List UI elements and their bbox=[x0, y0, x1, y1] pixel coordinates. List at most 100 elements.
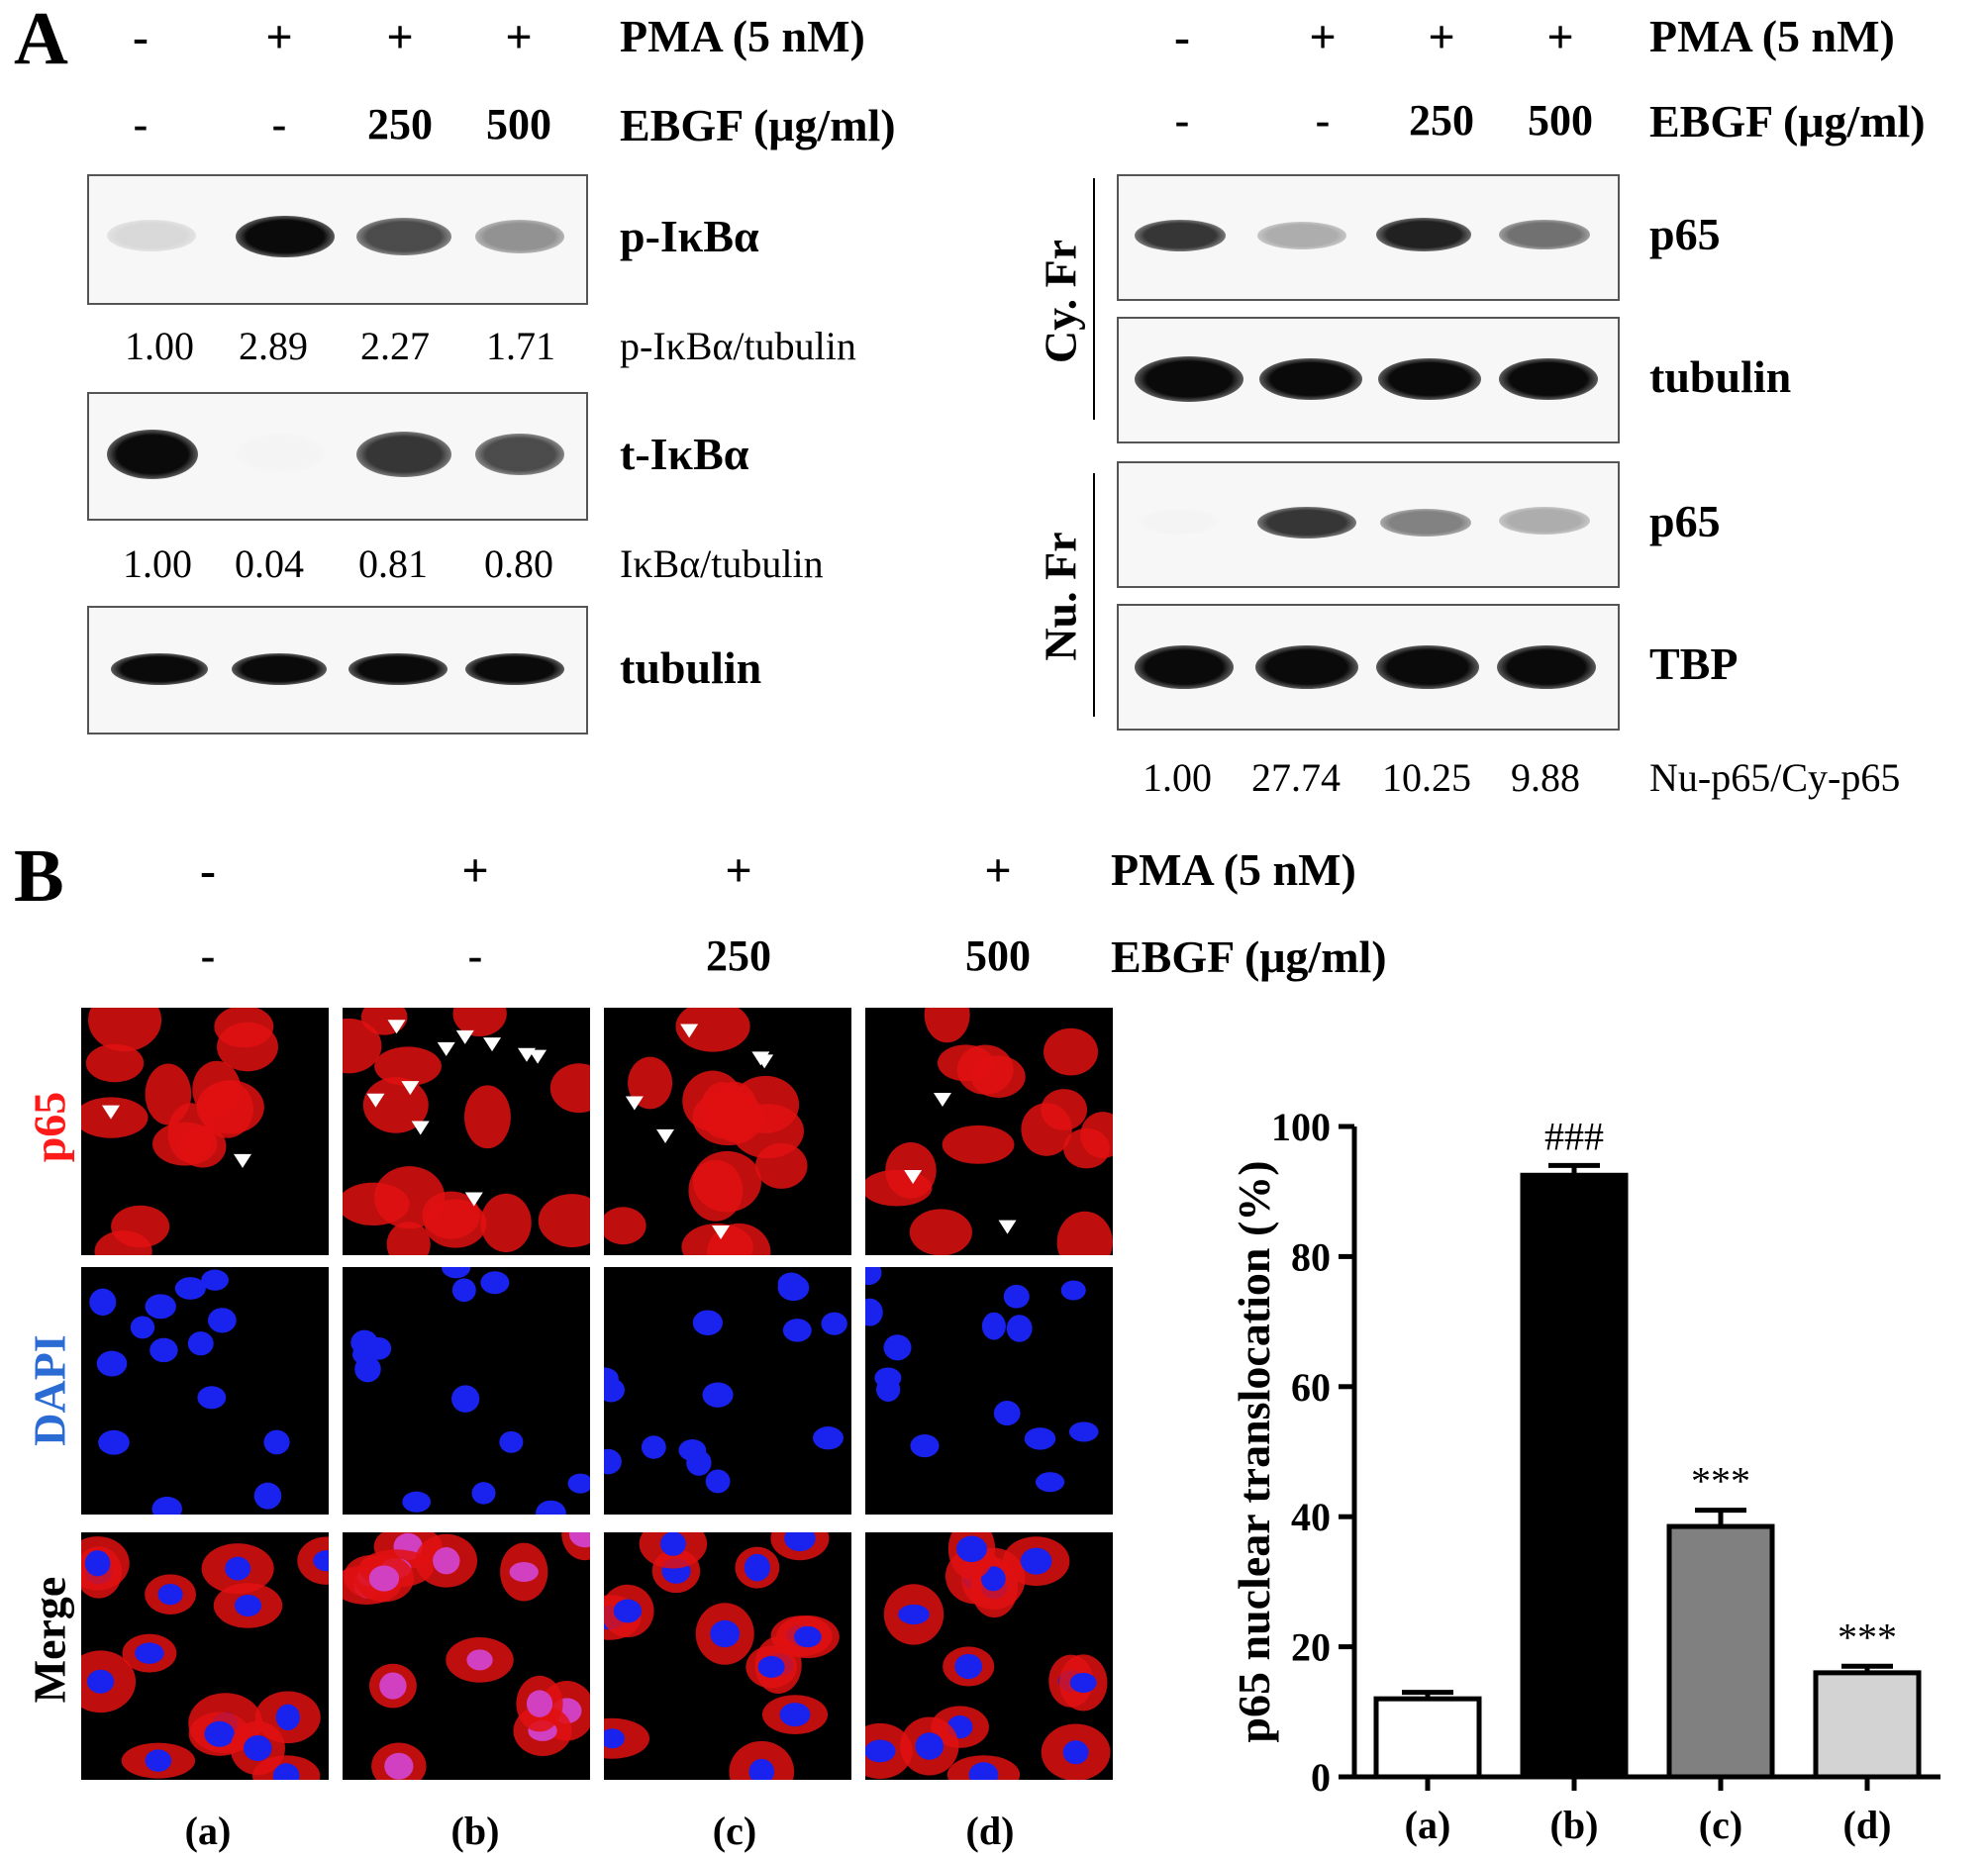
cell-cytoplasm bbox=[217, 1022, 278, 1072]
arrowhead-marker bbox=[387, 1020, 406, 1034]
cell-nucleus bbox=[613, 1599, 643, 1623]
ebgf-dose: - bbox=[1315, 96, 1331, 145]
cell-nucleus bbox=[821, 1312, 847, 1335]
cell-cytoplasm bbox=[604, 1717, 650, 1759]
cell-nucleus bbox=[145, 1749, 172, 1772]
cell-nucleus bbox=[604, 1378, 626, 1403]
cell-nucleus bbox=[402, 1491, 432, 1513]
significance-label: ### bbox=[1544, 1114, 1604, 1158]
arrowhead-marker bbox=[933, 1093, 951, 1108]
cell-nucleus bbox=[1060, 1280, 1086, 1301]
cell-nucleus bbox=[201, 1269, 229, 1291]
ebgf-dose: - bbox=[271, 100, 287, 148]
ratio-value: 0.04 bbox=[235, 541, 304, 586]
micrograph bbox=[81, 1008, 329, 1255]
cell-cytoplasm bbox=[464, 1085, 511, 1149]
arrowhead-marker bbox=[233, 1153, 251, 1168]
micrograph bbox=[81, 1532, 329, 1780]
band bbox=[1257, 222, 1346, 249]
cell-nucleus bbox=[313, 1550, 329, 1572]
cell-nucleus bbox=[567, 1473, 590, 1494]
ebgf-dose: 500 bbox=[486, 100, 551, 148]
significance-label: *** bbox=[1838, 1615, 1897, 1659]
cell-cytoplasm bbox=[924, 1008, 970, 1043]
ratio-value: 2.27 bbox=[360, 324, 430, 368]
cell-nucleus bbox=[244, 1735, 272, 1762]
y-tick-label: 40 bbox=[1291, 1495, 1331, 1539]
cell-nucleus bbox=[98, 1429, 130, 1455]
cell-nucleus bbox=[705, 1469, 731, 1494]
bar bbox=[1520, 1172, 1629, 1780]
cell-nucleus bbox=[442, 1267, 471, 1279]
blot-label: tubulin bbox=[620, 642, 762, 693]
ebgf-dose: - bbox=[200, 931, 216, 980]
arrowhead-marker bbox=[483, 1037, 502, 1052]
arrowhead-marker bbox=[366, 1093, 385, 1108]
band bbox=[1376, 645, 1479, 689]
cell-cytoplasm bbox=[628, 1056, 673, 1110]
pma-label: PMA (5 nM) bbox=[1111, 844, 1356, 895]
row-label-p65: p65 bbox=[24, 1091, 75, 1163]
pma-sign: + bbox=[1428, 11, 1455, 63]
ratio-value: 27.74 bbox=[1251, 755, 1341, 800]
blot-label: p65 bbox=[1649, 209, 1721, 259]
cell-nucleus bbox=[779, 1703, 811, 1727]
cell-nucleus bbox=[955, 1535, 987, 1563]
blot-label: TBP bbox=[1649, 638, 1739, 689]
micrograph bbox=[604, 1267, 851, 1515]
x-tick-label: (a) bbox=[1405, 1803, 1451, 1847]
cell-nucleus bbox=[710, 1619, 741, 1648]
ratio-value: 1.71 bbox=[486, 324, 555, 368]
cell-nucleus bbox=[187, 1331, 214, 1356]
ebgf-label: EBGF (μg/ml) bbox=[620, 100, 896, 150]
y-axis-label: p65 nuclear translocation (%) bbox=[1229, 1160, 1279, 1742]
cell-nucleus bbox=[509, 1562, 539, 1583]
cell-nucleus bbox=[379, 1672, 407, 1700]
y-tick-label: 20 bbox=[1291, 1625, 1331, 1670]
micrograph bbox=[343, 1008, 590, 1255]
band bbox=[1499, 220, 1590, 249]
cell-cytoplasm bbox=[538, 1194, 590, 1248]
micrograph bbox=[604, 1532, 851, 1780]
cell-nucleus bbox=[954, 1653, 983, 1680]
micrograph-cells bbox=[865, 1008, 1113, 1255]
ratio-value: 1.00 bbox=[1143, 755, 1212, 800]
micrograph-cells bbox=[604, 1532, 840, 1780]
arrowhead-marker bbox=[518, 1047, 537, 1062]
ratio-value: 0.80 bbox=[484, 541, 553, 586]
ebgf-label: EBGF (μg/ml) bbox=[1111, 931, 1387, 982]
row-label-dapi: DAPI bbox=[24, 1334, 75, 1446]
ratio-value: 9.88 bbox=[1511, 755, 1580, 800]
cell-nucleus bbox=[433, 1547, 460, 1575]
pma-sign: + bbox=[505, 11, 533, 63]
cell-nucleus bbox=[263, 1429, 290, 1455]
cell-nucleus bbox=[275, 1704, 300, 1730]
pma-sign: - bbox=[1174, 11, 1190, 63]
cell-cytoplasm bbox=[549, 1063, 590, 1114]
cell-nucleus bbox=[451, 1278, 476, 1303]
cell-nucleus bbox=[368, 1565, 400, 1592]
blot-t-ikba bbox=[87, 392, 588, 521]
band bbox=[465, 653, 564, 685]
arrowhead-marker bbox=[401, 1081, 420, 1096]
cell-cytoplasm bbox=[152, 1122, 218, 1166]
ebgf-dose: 250 bbox=[367, 100, 433, 148]
cell-nucleus bbox=[451, 1385, 480, 1413]
cell-cytoplasm bbox=[424, 1199, 487, 1248]
pma-sign: + bbox=[386, 11, 414, 63]
pma-label: PMA (5 nM) bbox=[620, 11, 865, 61]
arrowhead-marker bbox=[529, 1049, 547, 1064]
cell-nucleus bbox=[744, 1553, 770, 1582]
cell-cytoplasm bbox=[692, 1089, 764, 1146]
arrowhead-marker bbox=[455, 1029, 474, 1044]
cell-nucleus bbox=[813, 1426, 844, 1450]
ratio-label: IκBα/tubulin bbox=[620, 541, 824, 586]
nu-fraction-label: Nu. Fr bbox=[1035, 532, 1086, 661]
band bbox=[111, 653, 208, 685]
cell-nucleus bbox=[876, 1377, 901, 1402]
micrograph bbox=[604, 1008, 851, 1255]
band bbox=[1135, 356, 1243, 402]
blot-cy-tubulin bbox=[1117, 317, 1620, 443]
cy-fraction-bracket bbox=[1093, 178, 1095, 420]
blot-label: tubulin bbox=[1649, 351, 1792, 402]
